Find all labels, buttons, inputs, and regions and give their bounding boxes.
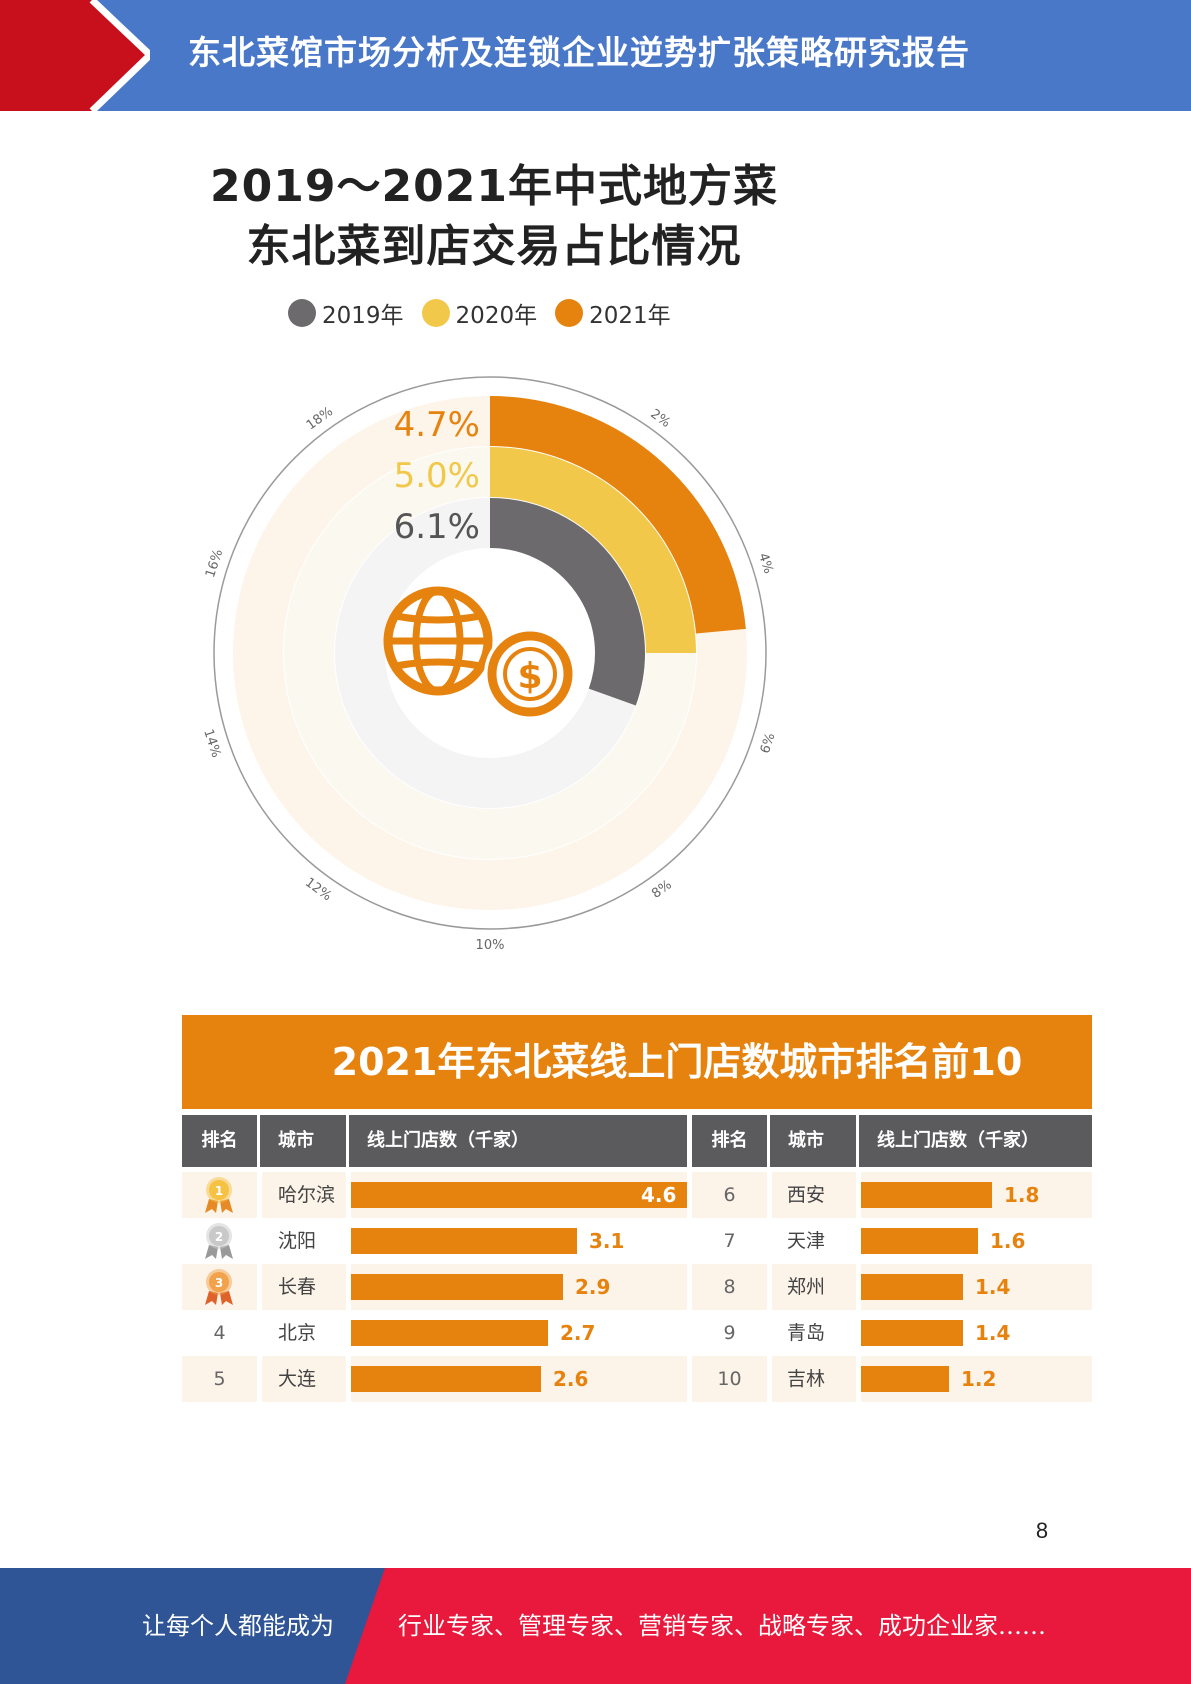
globe-dollar-icon: $ (383, 586, 576, 720)
report-header: 东北菜馆市场分析及连锁企业逆势扩张策略研究报告 (0, 0, 1191, 111)
column-divider (767, 1172, 772, 1402)
donut-chart-panel: 2019～2021年中式地方菜 东北菜到店交易占比情况 2019年 2020年 … (182, 128, 806, 960)
footer-slogan-right: 行业专家、管理专家、营销专家、战略专家、成功企业家…… (398, 1612, 1046, 1640)
svg-text:1: 1 (215, 1184, 223, 1198)
rank-cell: 4 (213, 1322, 226, 1344)
store-count-bar (351, 1182, 687, 1208)
store-count-bar (351, 1366, 541, 1392)
footer-slogan-left: 让每个人都能成为 (142, 1612, 334, 1640)
header-stores-right: 线上门店数（千家） (859, 1115, 1092, 1167)
donut-chart-title-line2: 东北菜到店交易占比情况 (246, 221, 742, 272)
radial-bar-2021年 (489, 396, 746, 634)
store-count-label: 4.6 (641, 1183, 677, 1207)
city-cell: 吉林 (787, 1368, 826, 1390)
table-banner (182, 1015, 1092, 1109)
rank-cell: 5 (213, 1368, 226, 1390)
store-count-label: 1.8 (1004, 1183, 1040, 1207)
header-red-arrow-icon (0, 0, 150, 111)
axis-tick-label: 6% (758, 731, 779, 755)
rank-cell: 8 (723, 1276, 736, 1298)
store-count-label: 1.4 (975, 1275, 1011, 1299)
svg-text:3: 3 (215, 1276, 223, 1290)
axis-tick-label: 16% (203, 547, 226, 579)
city-cell: 长春 (278, 1276, 317, 1298)
legend-item-2019: 2019年 (288, 296, 404, 330)
page-number: 8 (1035, 1518, 1049, 1543)
store-count-label: 2.7 (560, 1321, 596, 1345)
store-count-label: 2.9 (575, 1275, 611, 1299)
header-rank-right: 排名 (692, 1115, 767, 1167)
radial-bar-chart: 2%4%6%8%10%12%14%16%18% 6.1%5.0%4.7% $ (200, 376, 779, 953)
city-cell: 北京 (278, 1322, 317, 1344)
radial-bar-2019年 (489, 498, 645, 706)
rank-cell: 6 (723, 1184, 736, 1206)
city-cell: 大连 (278, 1368, 317, 1390)
chart-legend: 2019年 2020年 2021年 (288, 296, 689, 330)
header-rank-left: 排名 (182, 1115, 257, 1167)
donut-chart-title-line1: 2019～2021年中式地方菜 (210, 161, 778, 212)
store-count-bar (351, 1320, 548, 1346)
store-count-bar (861, 1228, 978, 1254)
header-stores-left: 线上门店数（千家） (349, 1115, 687, 1167)
store-count-label: 2.6 (553, 1367, 589, 1391)
city-cell: 西安 (787, 1184, 826, 1206)
svg-text:$: $ (517, 656, 542, 697)
axis-tick-label: 2% (647, 407, 673, 431)
city-cell: 沈阳 (278, 1230, 317, 1252)
store-count-label: 1.6 (990, 1229, 1026, 1253)
radial-bar-label: 5.0% (394, 456, 480, 496)
store-count-bar (351, 1274, 563, 1300)
axis-tick-label: 4% (755, 551, 776, 575)
city-cell: 郑州 (787, 1276, 826, 1298)
axis-tick-label: 12% (302, 875, 334, 904)
city-cell: 天津 (787, 1230, 826, 1252)
legend-dot-2020 (421, 299, 450, 327)
column-divider (687, 1172, 692, 1402)
store-count-bar (351, 1228, 577, 1254)
axis-tick-label: 8% (649, 878, 675, 902)
legend-item-2020: 2020年 (421, 296, 538, 330)
table-title: 2021年东北菜线上门店数城市排名前10 (331, 1040, 1023, 1084)
city-ranking-table: 2021年东北菜线上门店数城市排名前10 排名 城市 线上门店数（千家） 排名 … (182, 1015, 1092, 1405)
store-count-label: 1.2 (961, 1367, 997, 1391)
rank-cell: 9 (723, 1322, 736, 1344)
legend-label: 2019年 (322, 303, 404, 329)
bronze-medal-icon: 3 (202, 1267, 236, 1307)
silver-medal-icon: 2 (202, 1221, 236, 1261)
column-divider (856, 1172, 861, 1402)
gold-medal-icon: 1 (202, 1175, 236, 1215)
svg-text:2: 2 (215, 1230, 223, 1244)
radial-bar-label: 4.7% (394, 405, 480, 445)
store-count-bar (861, 1274, 963, 1300)
footer-band (0, 1568, 1191, 1684)
axis-tick-label: 14% (200, 727, 223, 759)
rank-cell: 7 (723, 1230, 736, 1252)
legend-label: 2020年 (455, 303, 538, 329)
legend-item-2021: 2021年 (555, 296, 671, 330)
city-cell: 青岛 (787, 1322, 826, 1344)
city-cell: 哈尔滨 (278, 1184, 336, 1206)
report-title: 东北菜馆市场分析及连锁企业逆势扩张策略研究报告 (188, 33, 970, 72)
axis-tick-label: 10% (476, 938, 505, 953)
store-count-bar (861, 1320, 963, 1346)
header-city-left: 城市 (260, 1115, 346, 1167)
header-city-right: 城市 (770, 1115, 856, 1167)
radial-bar-2020年 (489, 447, 696, 654)
radial-bar-label: 6.1% (394, 507, 480, 547)
legend-label: 2021年 (589, 303, 671, 329)
store-count-label: 1.4 (975, 1321, 1011, 1345)
rank-cell: 10 (717, 1368, 742, 1390)
legend-dot-2019 (288, 299, 316, 327)
store-count-bar (861, 1366, 949, 1392)
legend-dot-2021 (555, 299, 584, 327)
column-divider (257, 1172, 262, 1402)
column-divider (346, 1172, 351, 1402)
table-row (182, 1356, 1092, 1402)
store-count-bar (861, 1182, 992, 1208)
store-count-label: 3.1 (589, 1229, 625, 1253)
